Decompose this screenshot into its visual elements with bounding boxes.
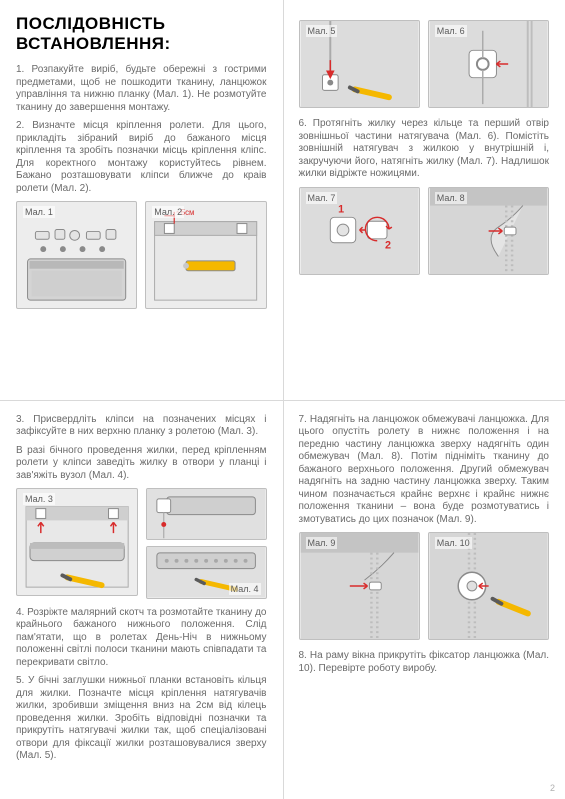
step-6-text: 6. Протягніть жилку через кільце та перш… — [299, 118, 550, 181]
step-3-text: 3. Присвердліть кліпси на позначених міс… — [16, 414, 267, 439]
step-5-text: 5. У бічні заглушки нижньої планки встан… — [16, 675, 267, 763]
figure-6-caption: Мал. 6 — [435, 25, 467, 37]
page-title: ПОСЛІДОВНІСТЬ ВСТАНОВЛЕННЯ: — [16, 14, 267, 54]
step-2-text: 2. Визначте місця кріплення ролети. Для … — [16, 120, 267, 195]
figure-9: Мал. 9 — [299, 532, 420, 640]
figure-10: Мал. 10 — [428, 532, 549, 640]
step-8-text: 8. На раму вікна прикрутіть фіксатор лан… — [299, 650, 550, 675]
figure-6: Мал. 6 — [428, 20, 549, 108]
step-1-text: 1. Розпакуйте виріб, будьте обережні з г… — [16, 64, 267, 114]
figure-2: Мал. 2 ~5см — [145, 201, 266, 309]
figure-row-3-4: Мал. 3 — [16, 488, 267, 599]
figure-4-top-svg — [147, 489, 265, 539]
step-3b-text: В разі бічного проведення жилки, перед к… — [16, 445, 267, 483]
figure-4-caption: Мал. 4 — [229, 583, 261, 595]
figure-4: Мал. 4 — [146, 546, 266, 598]
figure-9-caption: Мал. 9 — [306, 537, 338, 549]
svg-text:1: 1 — [338, 203, 344, 215]
figure-row-9-10: Мал. 9 Мал. 10 — [299, 532, 550, 640]
figure-5-caption: Мал. 5 — [306, 25, 338, 37]
figure-3: Мал. 3 — [16, 488, 138, 596]
page-number: 2 — [550, 783, 555, 793]
figure-row-7-8: Мал. 7 1 2 Мал. 8 — [299, 187, 550, 275]
svg-text:2: 2 — [385, 239, 391, 251]
figure-3-caption: Мал. 3 — [23, 493, 55, 505]
figure-1: Мал. 1 — [16, 201, 137, 309]
figure-5: Мал. 5 — [299, 20, 420, 108]
figure-row-1-2: Мал. 1 — [16, 201, 267, 309]
figure-2-caption: Мал. 2 — [152, 206, 184, 218]
figure-row-5-6: Мал. 5 Мал. 6 — [299, 20, 550, 108]
quadrant-bottom-left: 3. Присвердліть кліпси на позначених міс… — [0, 400, 283, 799]
figure-8: Мал. 8 — [428, 187, 549, 275]
quadrant-top-right: Мал. 5 Мал. 6 — [283, 0, 565, 400]
quadrant-top-left: ПОСЛІДОВНІСТЬ ВСТАНОВЛЕННЯ: 1. Розпакуйт… — [0, 0, 283, 400]
figure-7: Мал. 7 1 2 — [299, 187, 420, 275]
figure-1-caption: Мал. 1 — [23, 206, 55, 218]
figure-7-caption: Мал. 7 — [306, 192, 338, 204]
figure-4-top — [146, 488, 266, 540]
figure-8-caption: Мал. 8 — [435, 192, 467, 204]
quadrant-bottom-right: 7. Надягніть на ланцюжок обмежувачі ланц… — [283, 400, 565, 799]
step-7-text: 7. Надягніть на ланцюжок обмежувачі ланц… — [299, 414, 550, 527]
step-4-text: 4. Розріжте малярний скотч та розмотайте… — [16, 607, 267, 670]
figure-10-caption: Мал. 10 — [435, 537, 472, 549]
